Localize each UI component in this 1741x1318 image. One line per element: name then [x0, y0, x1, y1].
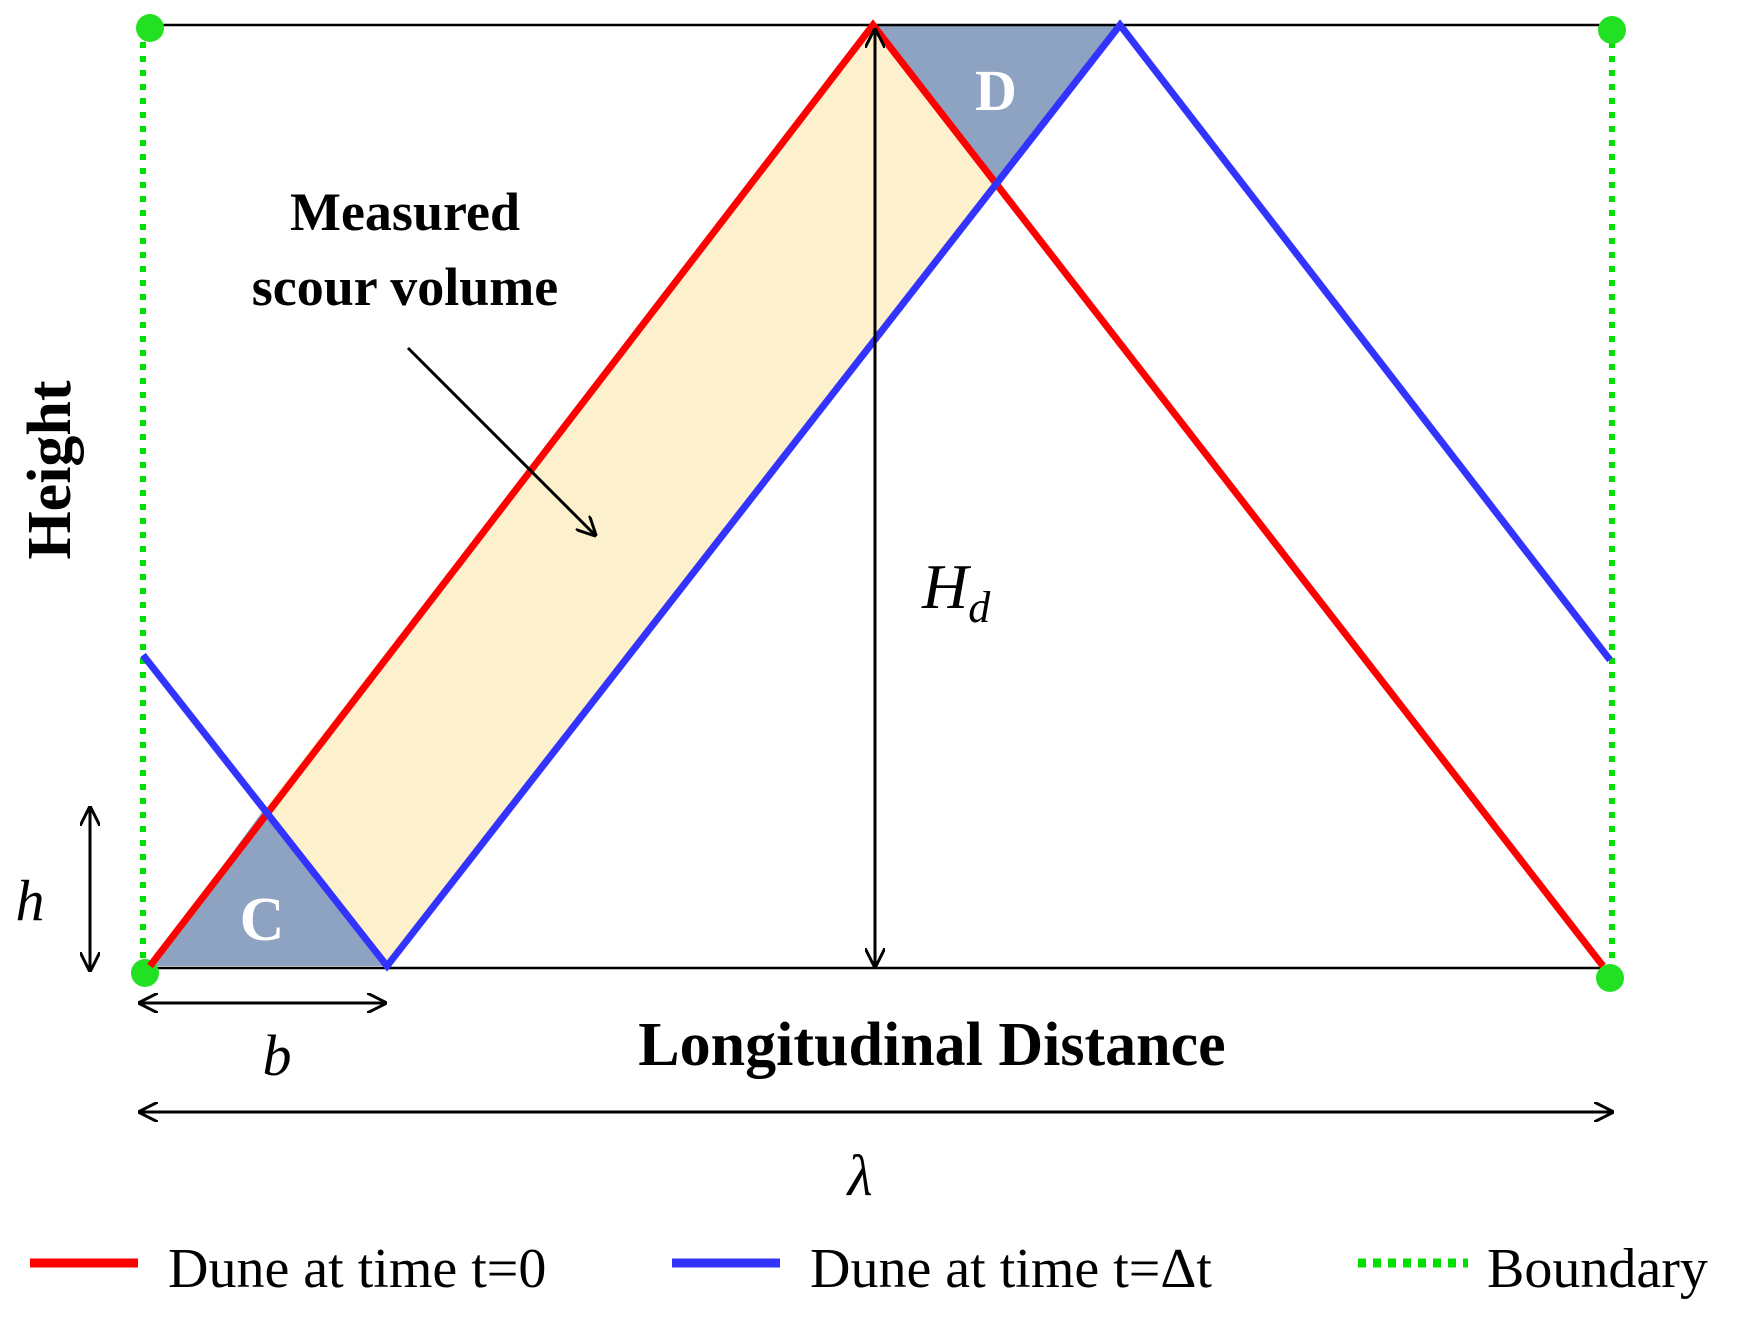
h-label: h — [16, 868, 45, 933]
region-c-triangle — [150, 812, 387, 966]
region-d-label: D — [975, 58, 1017, 123]
dune-profile-t0 — [147, 19, 1606, 969]
lambda-label: λ — [845, 1143, 872, 1208]
measured-scour-region — [262, 25, 1000, 966]
boundary-point-bottom-right — [1596, 964, 1624, 992]
boundary-point-top-right — [1598, 16, 1626, 44]
legend-label-boundary: Boundary — [1487, 1238, 1708, 1300]
region-d-triangle — [873, 25, 1120, 185]
hd-label-subscript: d — [968, 583, 991, 632]
boundary-point-top-left — [136, 14, 164, 42]
legend-label-dt: Dune at time t=Δt — [810, 1238, 1212, 1300]
hd-label-main: H — [921, 551, 972, 622]
region-c-label: C — [240, 886, 285, 954]
legend: Dune at time t=0 Dune at time t=Δt Bound… — [30, 1238, 1708, 1300]
b-label: b — [263, 1023, 292, 1088]
longitudinal-axis-label: Longitudinal Distance — [638, 1011, 1225, 1079]
hd-label: Hd — [921, 551, 991, 632]
legend-label-t0: Dune at time t=0 — [168, 1238, 546, 1300]
measured-label-line1: Measured — [290, 182, 520, 242]
height-axis-label: Height — [16, 380, 84, 559]
measured-label-line2: scour volume — [252, 257, 559, 317]
scour-arrow — [406, 346, 595, 535]
dune-profile-dt — [140, 19, 1613, 972]
